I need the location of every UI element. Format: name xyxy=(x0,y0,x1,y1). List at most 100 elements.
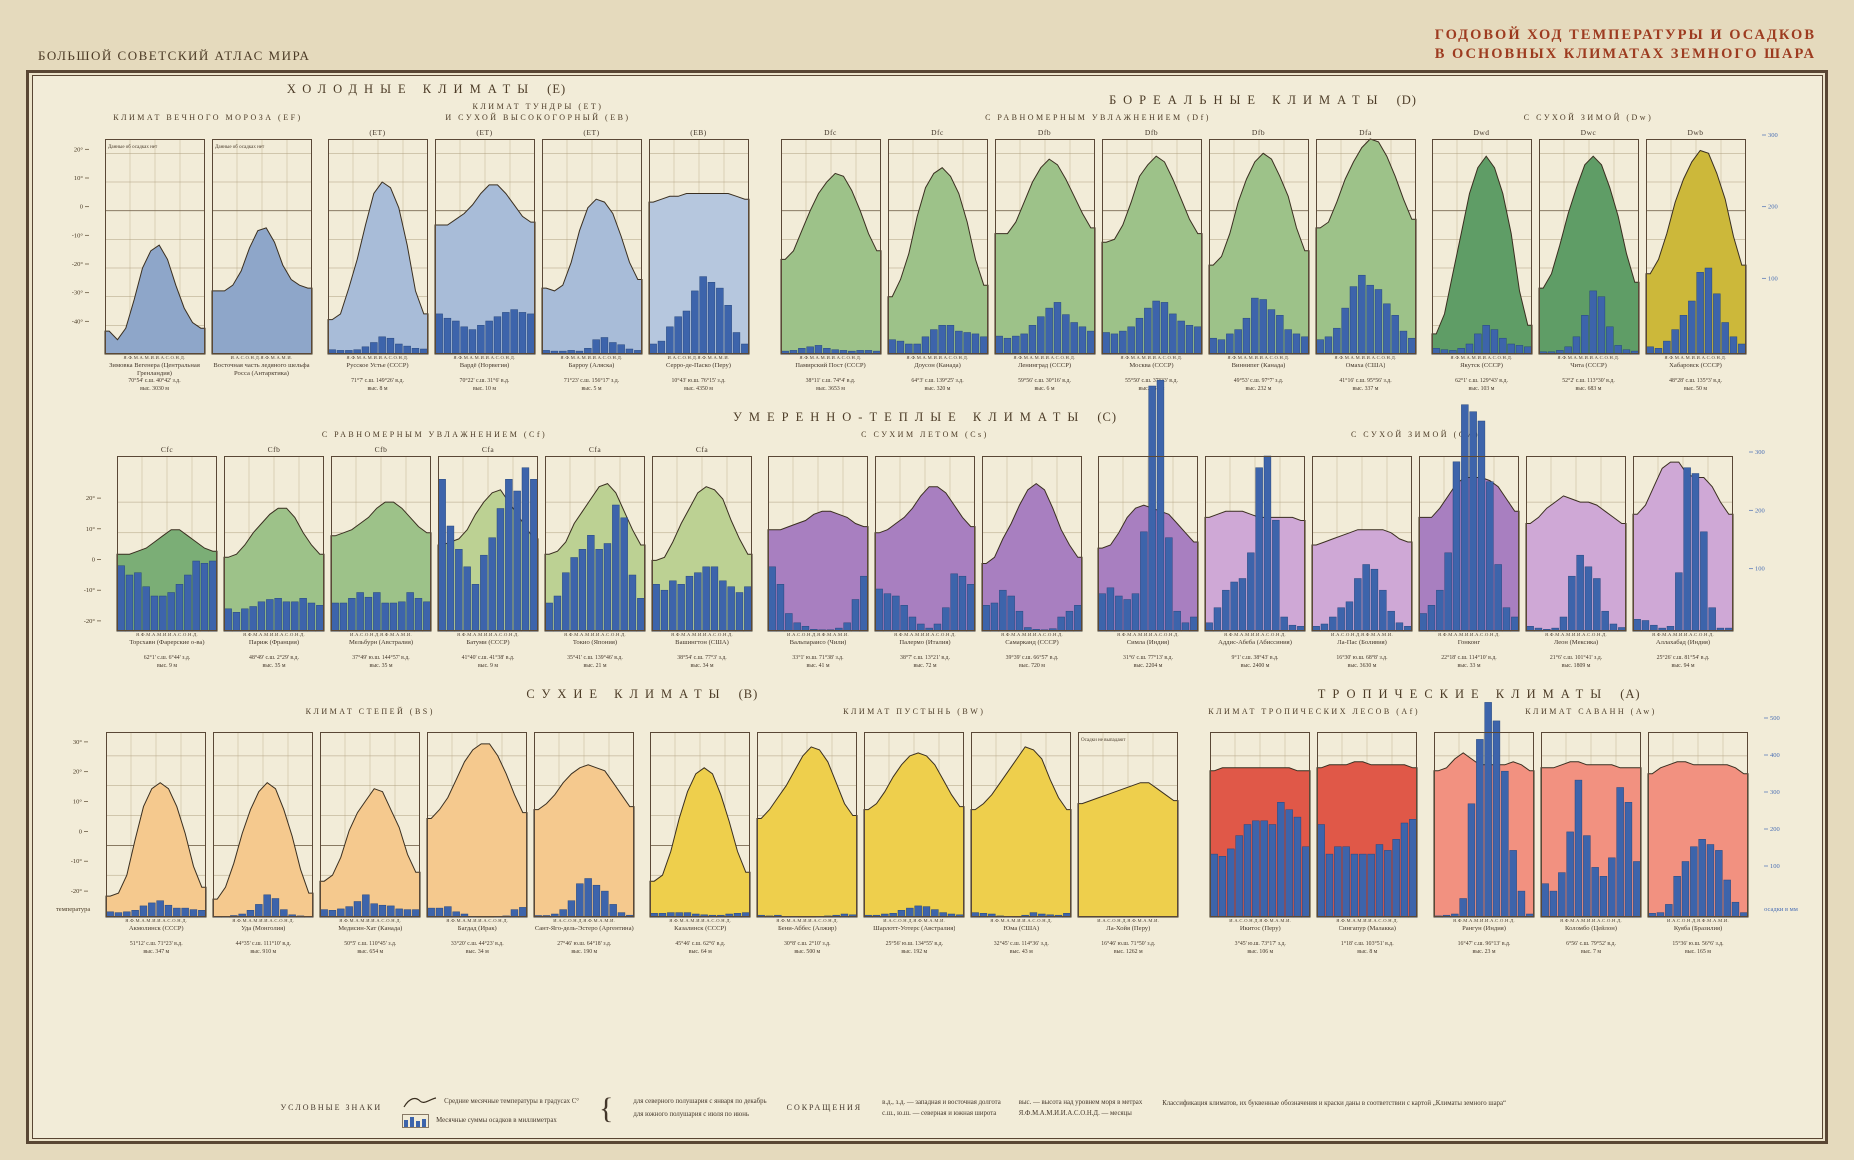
station-coords: 30°8' с.ш. 2°10' з.д. xyxy=(784,941,831,948)
month-axis: Я.Ф.М.А.М.И.И.А.С.О.Н.Д. xyxy=(906,354,969,360)
svg-text:300: 300 xyxy=(1770,789,1780,796)
station-name: Аддис-Абеба (Абиссиния) xyxy=(1218,638,1292,646)
group-title: КЛИМАТ ТРОПИЧЕСКИХ ЛЕСОВ (Af) xyxy=(1208,707,1420,718)
climograph: Я.Ф.М.А.М.И.И.А.С.О.Н.Д. Палермо (Италия)… xyxy=(873,445,977,671)
station-elevation: выс. 320 м xyxy=(924,385,951,392)
svg-text:300: 300 xyxy=(1755,449,1765,456)
climate-group: С РАВНОМЕРНЫМ УВЛАЖНЕНИЕМ (Cf) Cfc Я.Ф.М.А… xyxy=(115,430,754,671)
station-name: Коломбо (Цейлон) xyxy=(1565,925,1617,933)
climograph: И.А.С.О.Н.Д.Я.Ф.М.А.М.И. Куяба (Бразилия)… xyxy=(1646,721,1750,957)
group-title-line: КЛИМАТ ВЕЧНОГО МОРОЗА (EF) xyxy=(113,112,303,122)
month-axis: Я.Ф.М.А.М.И.И.А.С.О.Н.Д. xyxy=(1001,631,1063,637)
station-row: Я.Ф.М.А.М.И.И.А.С.О.Н.Д. Симла (Индия) 31°… xyxy=(1096,379,1735,671)
station-row: Dwd Я.Ф.М.А.М.И.И.А.С.О.Н.Д. Якутск (СССР)… xyxy=(1430,128,1748,394)
climograph: И.А.С.О.Н.Д.Я.Ф.М.А.М.И. Ла-Пас (Боливия)… xyxy=(1310,445,1414,671)
station-elevation: выс. 347 м xyxy=(143,949,170,956)
station-name: Мельбурн (Австралия) xyxy=(348,638,414,646)
station-coords: 38°54' с.ш. 77°3' з.д. xyxy=(677,654,727,661)
svg-text:10°: 10° xyxy=(73,799,83,806)
station-name: Икитос (Перу) xyxy=(1239,925,1281,933)
station-coords: 31°6' с.ш. 77°13' в.д. xyxy=(1123,654,1173,661)
climate-group: КЛИМАТ САВАНН (Aw) Я.Ф.М.А.М.И.И.А.С.О.Н… xyxy=(1432,702,1750,958)
abbreviations-list: в.д., з.д. — западная и восточная долгот… xyxy=(882,1099,1142,1117)
month-axis: И.А.С.О.Н.Д.Я.Ф.М.А.М.И. xyxy=(230,354,293,360)
station-elevation: выс. 654 м xyxy=(357,949,384,956)
station-coords: 49°53' с.ш. 97°7' з.д. xyxy=(1233,377,1284,384)
section-groups: С РАВНОМЕРНЫМ УВЛАЖНЕНИЕМ (Cf) Cfc Я.Ф.М.А… xyxy=(109,379,1741,671)
month-axis: Я.Ф.М.А.М.И.И.А.С.О.Н.Д. xyxy=(776,918,839,924)
station-elevation: выс. 94 м xyxy=(1671,662,1695,669)
climate-code-label: Cfc xyxy=(160,444,174,454)
climate-section: ТРОПИЧЕСКИЕ КЛИМАТЫ (A) КЛИМАТ ТРОПИЧЕСКИХ… xyxy=(1202,687,1756,958)
station-name: Шарлотт-Уотерс (Австралия) xyxy=(873,925,956,933)
climograph-chart xyxy=(1204,455,1306,632)
climograph: Я.Ф.М.А.М.И.И.А.С.О.Н.Д. Казалинск (СССР)… xyxy=(648,721,752,957)
climograph: Данные об осадках нет И.А.С.О.Н.Д.Я.Ф.М.А… xyxy=(210,128,314,394)
climograph-chart xyxy=(434,138,535,355)
climate-code-label: Dfb xyxy=(1251,127,1266,137)
section-code: (E) xyxy=(547,82,567,97)
month-axis: Я.Ф.М.А.М.И.И.А.С.О.Н.Д. xyxy=(799,354,862,360)
station-coords: 33°20' с.ш. 44°23' в.д. xyxy=(450,941,504,948)
climograph-chart xyxy=(1315,138,1416,355)
climate-code-label xyxy=(583,721,585,732)
station-coords: 59°56' с.ш. 30°16' в.д. xyxy=(1018,377,1071,384)
climograph-chart xyxy=(1208,138,1309,355)
svg-text:-10°: -10° xyxy=(84,587,96,594)
climate-section: УМЕРЕННО-ТЕПЛЫЕ КЛИМАТЫ (C) С РАВНОМЕРНЫМ … xyxy=(109,379,1741,671)
climate-code-label: (EB) xyxy=(690,127,707,137)
climograph-chart xyxy=(651,455,753,632)
svg-text:0: 0 xyxy=(79,829,82,836)
section-title: БОРЕАЛЬНЫЕ КЛИМАТЫ (D) xyxy=(773,93,1754,108)
climate-code-label: (ET) xyxy=(369,127,386,137)
svg-text:Осадки не выпадают: Осадки не выпадают xyxy=(1081,738,1126,743)
svg-text:300: 300 xyxy=(1768,132,1778,139)
month-axis: Я.Ф.М.А.М.И.И.А.С.О.Н.Д. xyxy=(1557,354,1620,360)
svg-text:Данные об осадках нет: Данные об осадках нет xyxy=(108,145,158,150)
month-axis: Я.Ф.М.А.М.И.И.А.С.О.Н.Д. xyxy=(1117,631,1179,637)
climograph-chart xyxy=(544,455,646,632)
climograph: (ET) Я.Ф.М.А.М.И.И.А.С.О.Н.Д. Вардё (Норве… xyxy=(433,128,537,394)
group-title-line: С РАВНОМЕРНЫМ УВЛАЖНЕНИЕМ (Cf) xyxy=(321,429,548,439)
station-elevation: выс. 21 м xyxy=(583,662,607,669)
station-elevation: выс. 165 м xyxy=(1685,949,1711,956)
legend-symbols: Средние месячные температуры в градусах … xyxy=(402,1095,579,1128)
station-elevation: выс. 2204 м xyxy=(1133,662,1163,669)
climograph: Я.Ф.М.А.М.И.И.А.С.О.Н.Д. Рангун (Индия) 16… xyxy=(1432,702,1536,957)
month-axis: И.А.С.О.Н.Д.Я.Ф.М.А.М.И. xyxy=(1667,918,1729,924)
climate-code-label: Cfa xyxy=(695,444,709,454)
station-name: Торсхавн (Фарерские о-ва) xyxy=(129,638,205,646)
month-axis: И.А.С.О.Н.Д.Я.Ф.М.А.М.И. xyxy=(1229,918,1292,924)
legend-precip-label: Месячные суммы осадков в миллиметрах xyxy=(436,1117,557,1124)
climograph: (ET) Я.Ф.М.А.М.И.И.А.С.О.Н.Д. Русское Усть… xyxy=(326,128,430,394)
station-coords: 71°7' с.ш. 149°26' в.д. xyxy=(351,377,404,384)
climate-code-label xyxy=(924,445,926,456)
station-coords: 10°43' ю.ш. 76°15' з.д. xyxy=(671,377,726,384)
svg-text:-20°: -20° xyxy=(84,617,96,624)
climate-section: ХОЛОДНЫЕ КЛИМАТЫ (E) КЛИМАТ ВЕЧНОГО МОРОЗА… xyxy=(97,82,757,394)
station-name: Уда (Монголия) xyxy=(241,925,286,933)
station-name: Батуми (СССР) xyxy=(466,638,510,646)
station-elevation: выс. 3653 м xyxy=(816,385,845,392)
station-coords: 55°50' с.ш. 37°33' в.д. xyxy=(1125,377,1178,384)
climate-code-label: Dfc xyxy=(824,127,837,137)
climograph: Cfa Я.Ф.М.А.М.И.И.А.С.О.Н.Д. Токио (Япония… xyxy=(543,445,647,671)
group-title-line: КЛИМАТ САВАНН (Aw) xyxy=(1525,706,1657,716)
precip-axis: 300 200 100 xyxy=(1761,132,1796,350)
climograph-chart xyxy=(1645,138,1746,355)
climate-code-label xyxy=(1020,721,1022,732)
station-name: Бени-Аббес (Алжир) xyxy=(778,925,837,933)
climate-code-label: Dfc xyxy=(931,127,944,137)
month-axis: Я.Ф.М.А.М.И.И.А.С.О.Н.Д. xyxy=(453,354,516,360)
climograph-chart xyxy=(780,138,881,355)
climograph-chart xyxy=(649,732,751,918)
climograph-chart xyxy=(319,732,421,918)
station-elevation: выс. 33 м xyxy=(1457,662,1481,669)
climograph: Я.Ф.М.А.М.И.И.А.С.О.Н.Д. Медисин-Хат (Кан… xyxy=(318,721,422,957)
climate-band-3: 30° 20° 10° 0 -10° -20° температура СУХИЕ КЛИМА… xyxy=(41,687,1814,958)
section-groups: С РАВНОМЕРНЫМ УВЛАЖНЕНИЕМ (Df) Dfc Я.Ф.М.А… xyxy=(773,113,1754,394)
group-title-line: С СУХИМ ЛЕТОМ (Cs) xyxy=(861,429,989,439)
station-row: Данные об осадках нет Я.Ф.М.А.М.И.И.А.С.О… xyxy=(103,128,314,394)
station-coords: 32°45' с.ш. 114°36' з.д. xyxy=(993,941,1049,948)
group-title: КЛИМАТ ВЕЧНОГО МОРОЗА (EF) xyxy=(103,113,314,124)
